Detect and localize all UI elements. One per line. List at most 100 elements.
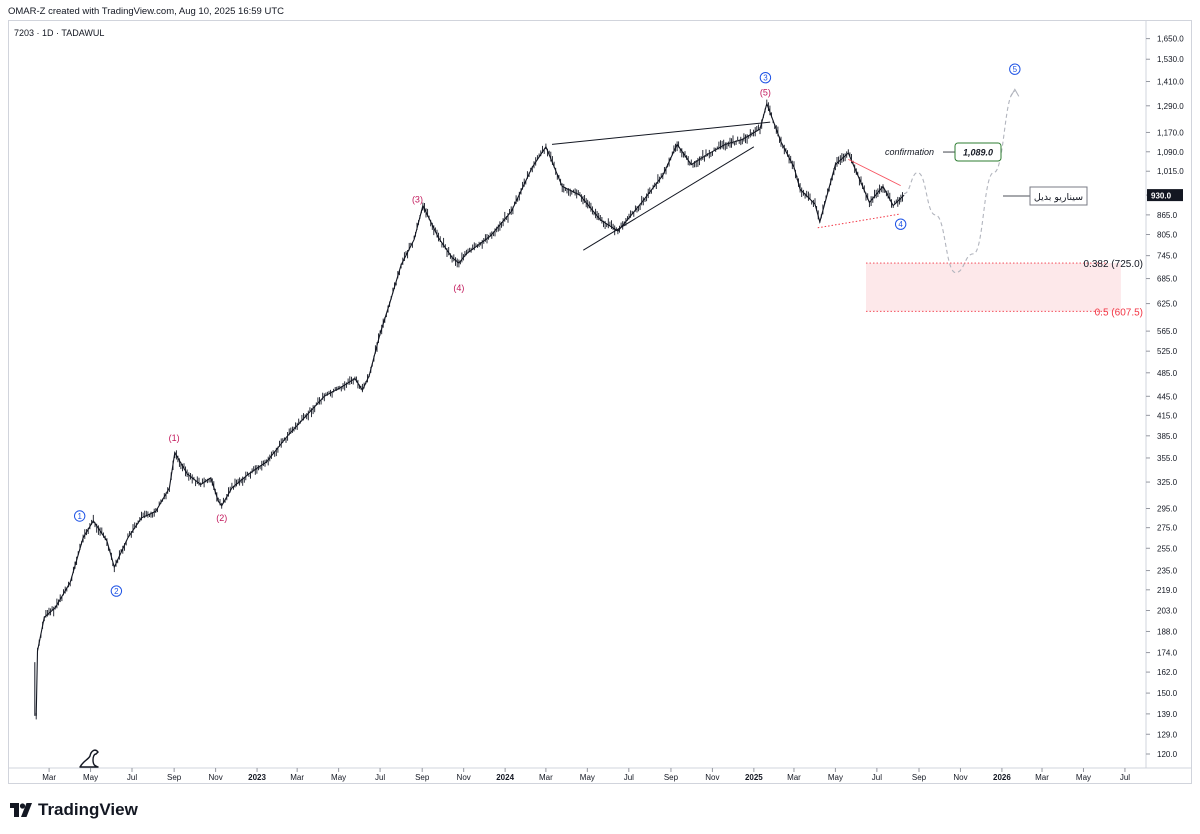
price-tick-label: 565.0 [1157, 327, 1178, 336]
price-tick-label: 355.0 [1157, 454, 1178, 463]
time-tick-label: Mar [42, 773, 56, 782]
time-tick-label: Sep [664, 773, 679, 782]
price-tick-label: 1,530.0 [1157, 55, 1184, 64]
wave-label-circle [759, 71, 772, 84]
time-tick-label: Nov [208, 773, 222, 782]
confirmation-label: confirmation [885, 147, 934, 157]
price-tick-label: 1,015.0 [1157, 167, 1184, 176]
wave-label-circle [1009, 63, 1021, 75]
wave-label: (1) [169, 433, 180, 443]
wave-label-circle [73, 510, 86, 522]
price-tick-label: 1,410.0 [1157, 78, 1184, 87]
price-tick-label: 1,090.0 [1157, 148, 1184, 157]
price-tick-label: 485.0 [1157, 369, 1178, 378]
time-tick-label: Mar [787, 773, 801, 782]
time-tick-label: May [83, 773, 98, 782]
price-tick-label: 188.0 [1157, 627, 1178, 636]
tradingview-brand[interactable]: TradingView [10, 800, 138, 820]
brand-name: TradingView [38, 800, 138, 819]
price-tick-label: 219.0 [1157, 586, 1178, 595]
time-tick-label: Jul [1120, 773, 1130, 782]
alt-scenario-label: سيناريو بديل [1034, 192, 1083, 203]
price-tick-label: 295.0 [1157, 504, 1178, 513]
time-tick-label: 2024 [496, 773, 514, 782]
dino-mascot-icon [79, 749, 99, 768]
wave-label: 4 [898, 220, 903, 229]
trendline [848, 159, 901, 186]
time-tick-label: Jul [872, 773, 882, 782]
fib-level-label: 0.382 (725.0) [1084, 259, 1144, 270]
price-tick-label: 525.0 [1157, 347, 1178, 356]
time-tick-label: May [828, 773, 843, 782]
price-tick-label: 255.0 [1157, 544, 1178, 553]
price-tick-label: 275.0 [1157, 524, 1178, 533]
wave-label: (2) [216, 513, 227, 523]
wave-label-circle [110, 585, 123, 597]
time-tick-label: May [1076, 773, 1091, 782]
time-tick-label: Mar [539, 773, 553, 782]
chart-credit: OMAR-Z created with TradingView.com, Aug… [8, 6, 284, 17]
confirmation-price-box [954, 142, 1002, 162]
candles-group [35, 99, 903, 720]
time-tick-label: Sep [167, 773, 182, 782]
price-tick-label: 325.0 [1157, 478, 1178, 487]
tradingview-logo-icon [10, 803, 32, 817]
price-tick-label: 385.0 [1157, 432, 1178, 441]
time-tick-label: Jul [127, 773, 137, 782]
time-tick-label: Nov [705, 773, 719, 782]
time-tick-label: Nov [457, 773, 471, 782]
time-tick-label: 2026 [993, 773, 1011, 782]
wave-label: 2 [114, 587, 119, 596]
price-tick-label: 120.0 [1157, 750, 1178, 759]
price-tick-label: 139.0 [1157, 710, 1178, 719]
price-tick-label: 415.0 [1157, 411, 1178, 420]
wave-label: 1 [77, 512, 82, 521]
time-tick-label: Mar [290, 773, 304, 782]
price-tick-label: 129.0 [1157, 730, 1178, 739]
time-tick-label: 2025 [745, 773, 763, 782]
price-series-line [35, 101, 905, 716]
price-tick-label: 150.0 [1157, 689, 1178, 698]
wave-label: (5) [760, 87, 771, 97]
price-tick-label: 625.0 [1157, 300, 1178, 309]
trendline [583, 146, 755, 251]
alternate-scenario-path [903, 90, 1016, 274]
time-tick-label: 2023 [248, 773, 266, 782]
alt-scenario-box [1029, 186, 1088, 206]
time-tick-label: Nov [953, 773, 967, 782]
chart-frame [8, 20, 1192, 784]
time-tick-label: May [580, 773, 595, 782]
time-tick-label: Jul [624, 773, 634, 782]
wave-label-circle [894, 218, 907, 230]
price-tick-label: 203.0 [1157, 607, 1178, 616]
time-tick-label: Sep [415, 773, 430, 782]
price-tick-label: 745.0 [1157, 252, 1178, 261]
price-tick-label: 174.0 [1157, 649, 1178, 658]
price-tick-label: 865.0 [1157, 211, 1178, 220]
fib-zone [865, 263, 1121, 312]
fib-level-label: 0.5 (607.5) [1095, 307, 1143, 318]
wave-label: (4) [453, 283, 464, 293]
trendline [817, 213, 901, 229]
symbol-title: 7203 · 1D · TADAWUL [14, 28, 105, 38]
scenario-arrowhead [1010, 88, 1020, 97]
last-price-label: 930.0 [1151, 192, 1172, 201]
price-tick-label: 445.0 [1157, 392, 1178, 401]
price-tick-label: 805.0 [1157, 231, 1178, 240]
last-price-tag [1147, 189, 1183, 202]
time-tick-label: Mar [1035, 773, 1049, 782]
price-tick-label: 1,650.0 [1157, 35, 1184, 44]
trendline [551, 121, 771, 145]
time-tick-label: Sep [912, 773, 927, 782]
wave-label: (3) [412, 195, 423, 205]
price-tick-label: 1,290.0 [1157, 102, 1184, 111]
wave-label: 5 [1013, 65, 1018, 74]
price-tick-label: 1,170.0 [1157, 128, 1184, 137]
wave-label: 3 [763, 74, 768, 83]
price-tick-label: 685.0 [1157, 275, 1178, 284]
price-tick-label: 162.0 [1157, 668, 1178, 677]
time-tick-label: May [331, 773, 346, 782]
price-tick-label: 235.0 [1157, 567, 1178, 576]
time-tick-label: Jul [375, 773, 385, 782]
